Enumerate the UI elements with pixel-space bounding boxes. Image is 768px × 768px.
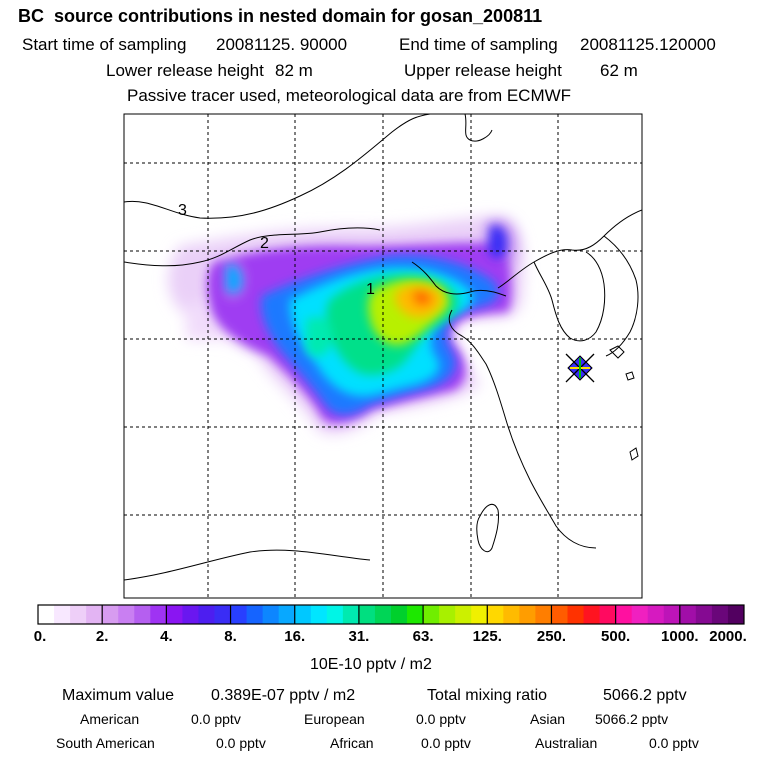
total-mixing-value: 5066.2 pptv [603, 687, 687, 704]
colorbar-swatch [198, 605, 215, 624]
total-mixing-label: Total mixing ratio [427, 687, 548, 704]
start-time-value: 20081125. 90000 [216, 35, 348, 54]
colorbar-tick-label: 4. [160, 628, 173, 645]
source-value-european: 0.0 pptv [416, 711, 466, 727]
colorbar-tick-label: 250. [536, 628, 567, 645]
coastlines [124, 114, 642, 581]
colorbar-tick-label: 63. [412, 628, 434, 645]
colorbar-swatch [423, 605, 440, 624]
colorbar-swatch [134, 605, 151, 624]
colorbar-swatch [246, 605, 264, 624]
map-title: BC source contributions in nested domain… [18, 6, 543, 26]
region-label-2: 2 [260, 235, 269, 252]
colorbar-tick-label: 500. [601, 628, 631, 645]
start-time-label: Start time of sampling [22, 35, 187, 54]
colorbar-swatch [407, 605, 424, 624]
colorbar-swatch [647, 605, 665, 624]
source-value-australian: 0.0 pptv [649, 735, 699, 751]
map-frame [123, 113, 643, 599]
colorbar-tick-label: 31. [348, 628, 370, 645]
colorbar-swatch [342, 605, 360, 624]
source-name-european: European [304, 711, 365, 727]
plume-field [168, 217, 524, 435]
colorbar-swatch [599, 605, 617, 624]
colorbar-swatch [519, 605, 536, 624]
end-time-value: 20081125.120000 [580, 35, 716, 54]
source-name-australian: Australian [535, 735, 598, 751]
upper-height-label: Upper release height [404, 61, 562, 80]
colorbar-tick-label: 0. [33, 628, 47, 645]
end-time-label: End time of sampling [399, 35, 558, 54]
graticule [124, 114, 642, 598]
colorbar-swatch [551, 605, 568, 624]
colorbar-swatch [214, 605, 232, 624]
colorbar-swatch [374, 605, 392, 624]
colorbar-swatch [118, 605, 135, 624]
colorbar-tick-label: 8. [224, 628, 237, 645]
colorbar-swatch [487, 605, 504, 624]
colorbar-tick-label: 16. [284, 628, 306, 645]
source-value-south-american: 0.0 pptv [216, 735, 266, 751]
colorbar-swatch [294, 605, 312, 624]
colorbar-swatch [278, 605, 296, 624]
colorbar-swatch [391, 605, 408, 624]
colorbar-swatch [38, 605, 55, 624]
receptor-marker [565, 353, 595, 383]
colorbar-swatch [358, 605, 376, 624]
colorbar-swatch [102, 605, 119, 624]
colorbar-swatch [583, 605, 601, 624]
colorbar-swatch [439, 605, 456, 624]
colorbar-swatch [695, 605, 713, 624]
colorbar-swatch [567, 605, 585, 624]
colorbar-unit: 10E-10 pptv / m2 [310, 656, 432, 673]
colorbar-swatch [727, 605, 745, 624]
colorbar [38, 605, 745, 624]
colorbar-swatch [503, 605, 520, 624]
colorbar-swatch [310, 605, 328, 624]
colorbar-tick-label: 1000. [661, 628, 699, 645]
colorbar-swatch [631, 605, 649, 624]
colorbar-swatch [166, 605, 183, 624]
source-value-american: 0.0 pptv [191, 711, 241, 727]
region-label-1: 1 [366, 281, 375, 298]
max-value: 0.389E-07 pptv / m2 [211, 687, 356, 704]
colorbar-swatch [615, 605, 633, 624]
lower-height-value: 82 m [275, 61, 313, 80]
colorbar-swatch [663, 605, 681, 624]
colorbar-swatch [230, 605, 248, 624]
colorbar-tick-label: 2000. [709, 628, 747, 645]
max-value-label: Maximum value [62, 687, 175, 704]
colorbar-swatch [150, 605, 167, 624]
colorbar-swatch [679, 605, 697, 624]
colorbar-swatch [86, 605, 103, 624]
colorbar-swatch [535, 605, 552, 624]
source-name-american: American [80, 711, 140, 727]
colorbar-swatch [262, 605, 280, 624]
region-label-3: 3 [178, 202, 187, 219]
source-name-south-american: South American [56, 735, 155, 751]
upper-height-value: 62 m [600, 61, 638, 80]
colorbar-swatch [182, 605, 199, 624]
colorbar-tick-label: 125. [472, 628, 502, 645]
tracer-note: Passive tracer used, meteorological data… [127, 86, 572, 105]
source-value-asian: 5066.2 pptv [595, 711, 669, 727]
colorbar-frame [37, 604, 745, 625]
colorbar-swatch [326, 605, 344, 624]
source-name-african: African [330, 735, 374, 751]
colorbar-swatch [70, 605, 87, 624]
colorbar-swatch [711, 605, 729, 624]
source-value-african: 0.0 pptv [421, 735, 471, 751]
colorbar-swatch [455, 605, 472, 624]
colorbar-tick-label: 2. [95, 628, 109, 645]
lower-height-label: Lower release height [106, 61, 264, 80]
colorbar-swatch [54, 605, 71, 624]
source-name-asian: Asian [530, 711, 566, 727]
colorbar-swatch [471, 605, 488, 624]
colorbar-dividers [101, 605, 681, 624]
